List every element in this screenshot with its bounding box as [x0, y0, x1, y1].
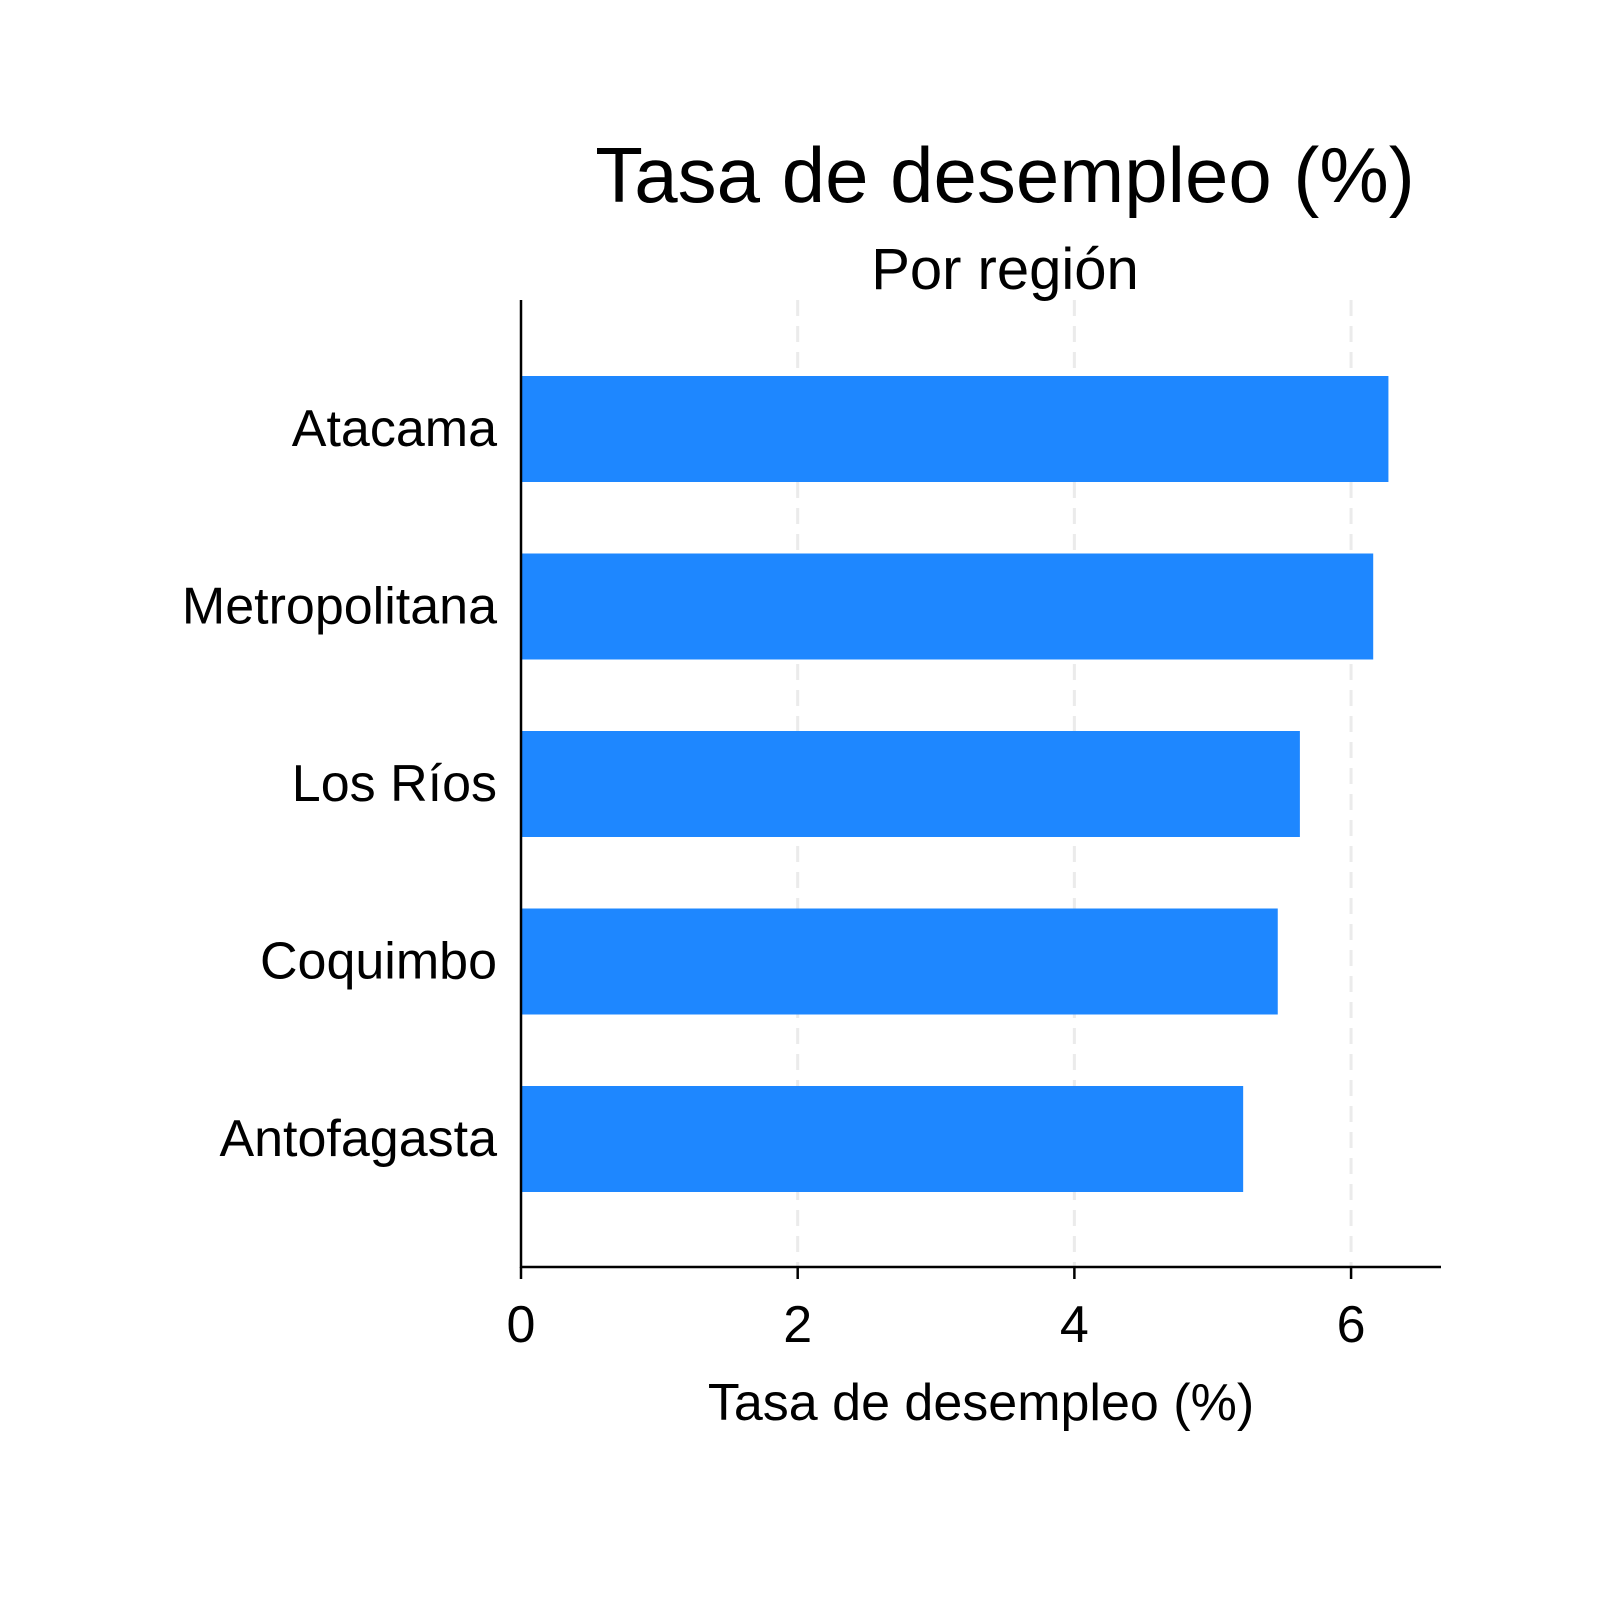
- x-tick-label: 0: [507, 1296, 536, 1354]
- bar: [521, 553, 1374, 660]
- x-axis-title: Tasa de desempleo (%): [708, 1374, 1254, 1432]
- x-tick-label: 4: [1060, 1296, 1089, 1354]
- chart-title: Tasa de desempleo (%): [595, 131, 1415, 219]
- bar: [521, 731, 1300, 837]
- y-tick-label: Atacama: [292, 400, 497, 458]
- bar: [521, 376, 1389, 482]
- y-tick-label: Antofagasta: [219, 1110, 497, 1168]
- x-tick-label: 6: [1337, 1296, 1366, 1354]
- bar: [521, 908, 1278, 1015]
- y-tick-label: Metropolitana: [182, 578, 497, 636]
- y-tick-label: Coquimbo: [260, 933, 497, 991]
- y-tick-label: Los Ríos: [292, 755, 497, 813]
- x-tick-label: 2: [783, 1296, 812, 1354]
- chart-subtitle: Por región: [871, 237, 1139, 302]
- bar: [521, 1086, 1244, 1192]
